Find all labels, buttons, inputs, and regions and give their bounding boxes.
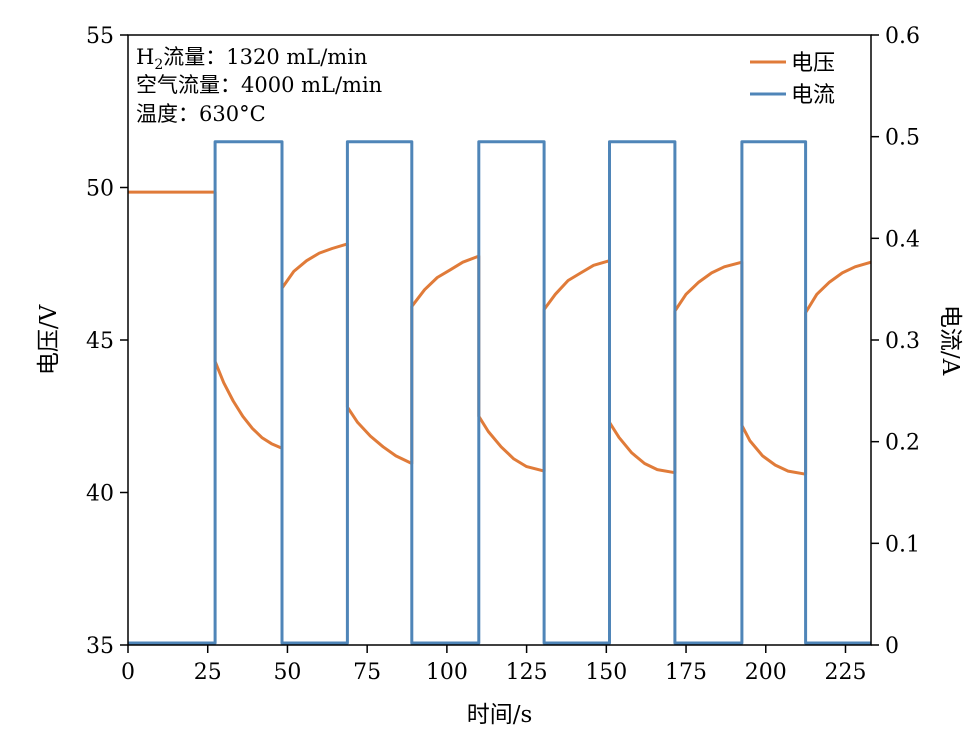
legend-label-current: 电流 [791,83,835,108]
y-right-tick-label-1: 0.1 [885,532,920,557]
legend-label-voltage: 电压 [791,51,835,76]
annotation-h2-suffix: 流量：1320 mL/min [163,45,367,69]
annotation-h2-subscript: 2 [154,57,163,73]
x-tick-label-125: 125 [506,660,548,685]
annotation-temperature: 温度：630°C [136,102,266,126]
x-tick-label-175: 175 [665,660,707,685]
x-axis-label: 时间/s [467,702,533,728]
x-tick-label-0: 0 [121,660,135,685]
annotation-h2-flow: H2流量：1320 mL/min [136,45,367,73]
y-right-tick-label-4: 0.4 [885,227,920,252]
y-left-tick-label-45: 45 [86,329,114,354]
y-right-tick-label-2: 0.2 [885,431,920,456]
annotation-air-flow: 空气流量：4000 mL/min [136,73,382,97]
x-tick-label-50: 50 [273,660,301,685]
series-line-current [128,140,871,645]
y-right-tick-label-6: 0.6 [885,24,920,49]
y-right-tick-label-3: 0.3 [885,329,920,354]
x-tick-label-225: 225 [824,660,866,685]
annotation-h2-prefix: H [136,45,154,69]
x-tick-label-75: 75 [353,660,381,685]
series-layer [128,140,872,645]
x-tick-label-150: 150 [585,660,627,685]
y-axis-right-label: 电流/A [937,305,963,376]
x-tick-label-100: 100 [426,660,468,685]
x-tick-label-200: 200 [745,660,787,685]
x-tick-label-25: 25 [194,660,222,685]
y-left-tick-label-55: 55 [86,24,114,49]
legend: 电压 电流 [750,51,835,108]
ticks-layer: 0 25 50 75 100 125 150 175 200 225 35 40 45 50 55 0 0.1 0… [86,24,920,685]
y-axis-left-label: 电压/V [36,304,62,375]
annotations: H2流量：1320 mL/min 空气流量：4000 mL/min 温度：630… [136,45,382,126]
y-left-tick-label-50: 50 [86,177,114,202]
y-right-tick-label-5: 0.5 [885,126,920,151]
plot-frame [127,34,872,646]
y-left-tick-label-40: 40 [86,482,114,507]
y-right-tick-label-0: 0 [885,634,899,659]
y-left-tick-label-35: 35 [86,634,114,659]
series-line-voltage [128,190,872,476]
